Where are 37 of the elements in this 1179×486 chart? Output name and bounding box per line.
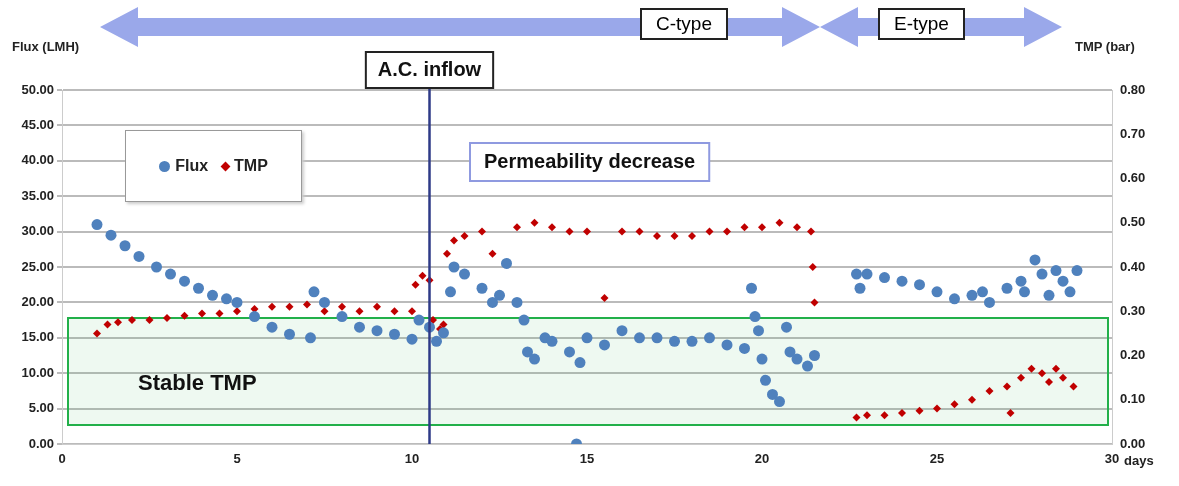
y-tick-label: 50.00	[21, 81, 54, 97]
band-label: Stable TMP	[138, 370, 257, 396]
y-tick-label: 10.00	[21, 364, 54, 380]
text: E-type	[878, 8, 965, 40]
y-tick-label: 35.00	[21, 187, 54, 203]
legend-label: Flux	[175, 157, 209, 175]
y2-tick-label: 0.80	[1120, 81, 1146, 97]
y2-tick-label: 0.50	[1120, 214, 1146, 230]
y2-axis-title: TMP (bar)	[1075, 38, 1135, 54]
y-tick-label: 15.00	[21, 329, 54, 345]
y-tick-label: 20.00	[21, 293, 54, 309]
y-tick-label: 40.00	[21, 152, 54, 168]
y2-tick-label: 0.10	[1120, 391, 1146, 407]
y-tick-label: 45.00	[21, 116, 54, 132]
ref-line-label: A.C. inflow	[377, 57, 482, 80]
y-tick-label: 25.00	[21, 258, 54, 274]
x-tick-label: 0	[58, 451, 66, 467]
y-tick-label: 0.00	[28, 435, 54, 451]
y-axis-title: Flux (LMH)	[12, 38, 80, 54]
y2-tick-label: 0.60	[1120, 170, 1146, 186]
x-tick-label: 30	[1104, 451, 1120, 467]
x-tick-label: 20	[754, 451, 770, 467]
legend-label: TMP	[234, 157, 268, 175]
y2-tick-label: 0.70	[1120, 125, 1146, 141]
y-tick-label: 5.00	[28, 400, 54, 416]
text: C-type	[640, 8, 728, 40]
x-tick-label: 25	[929, 451, 945, 467]
y2-tick-label: 0.20	[1120, 347, 1146, 363]
x-tick-label: 10	[404, 451, 420, 467]
y2-tick-label: 0.00	[1120, 435, 1146, 451]
y-tick-label: 30.00	[21, 223, 54, 239]
y2-tick-label: 0.40	[1120, 258, 1146, 274]
y2-tick-label: 0.30	[1120, 302, 1146, 318]
annotation: Permeability decrease	[484, 149, 696, 172]
x-tick-label: 5	[233, 451, 241, 467]
x-tick-label: 15	[579, 451, 595, 467]
x-axis-title: days	[1124, 452, 1154, 468]
